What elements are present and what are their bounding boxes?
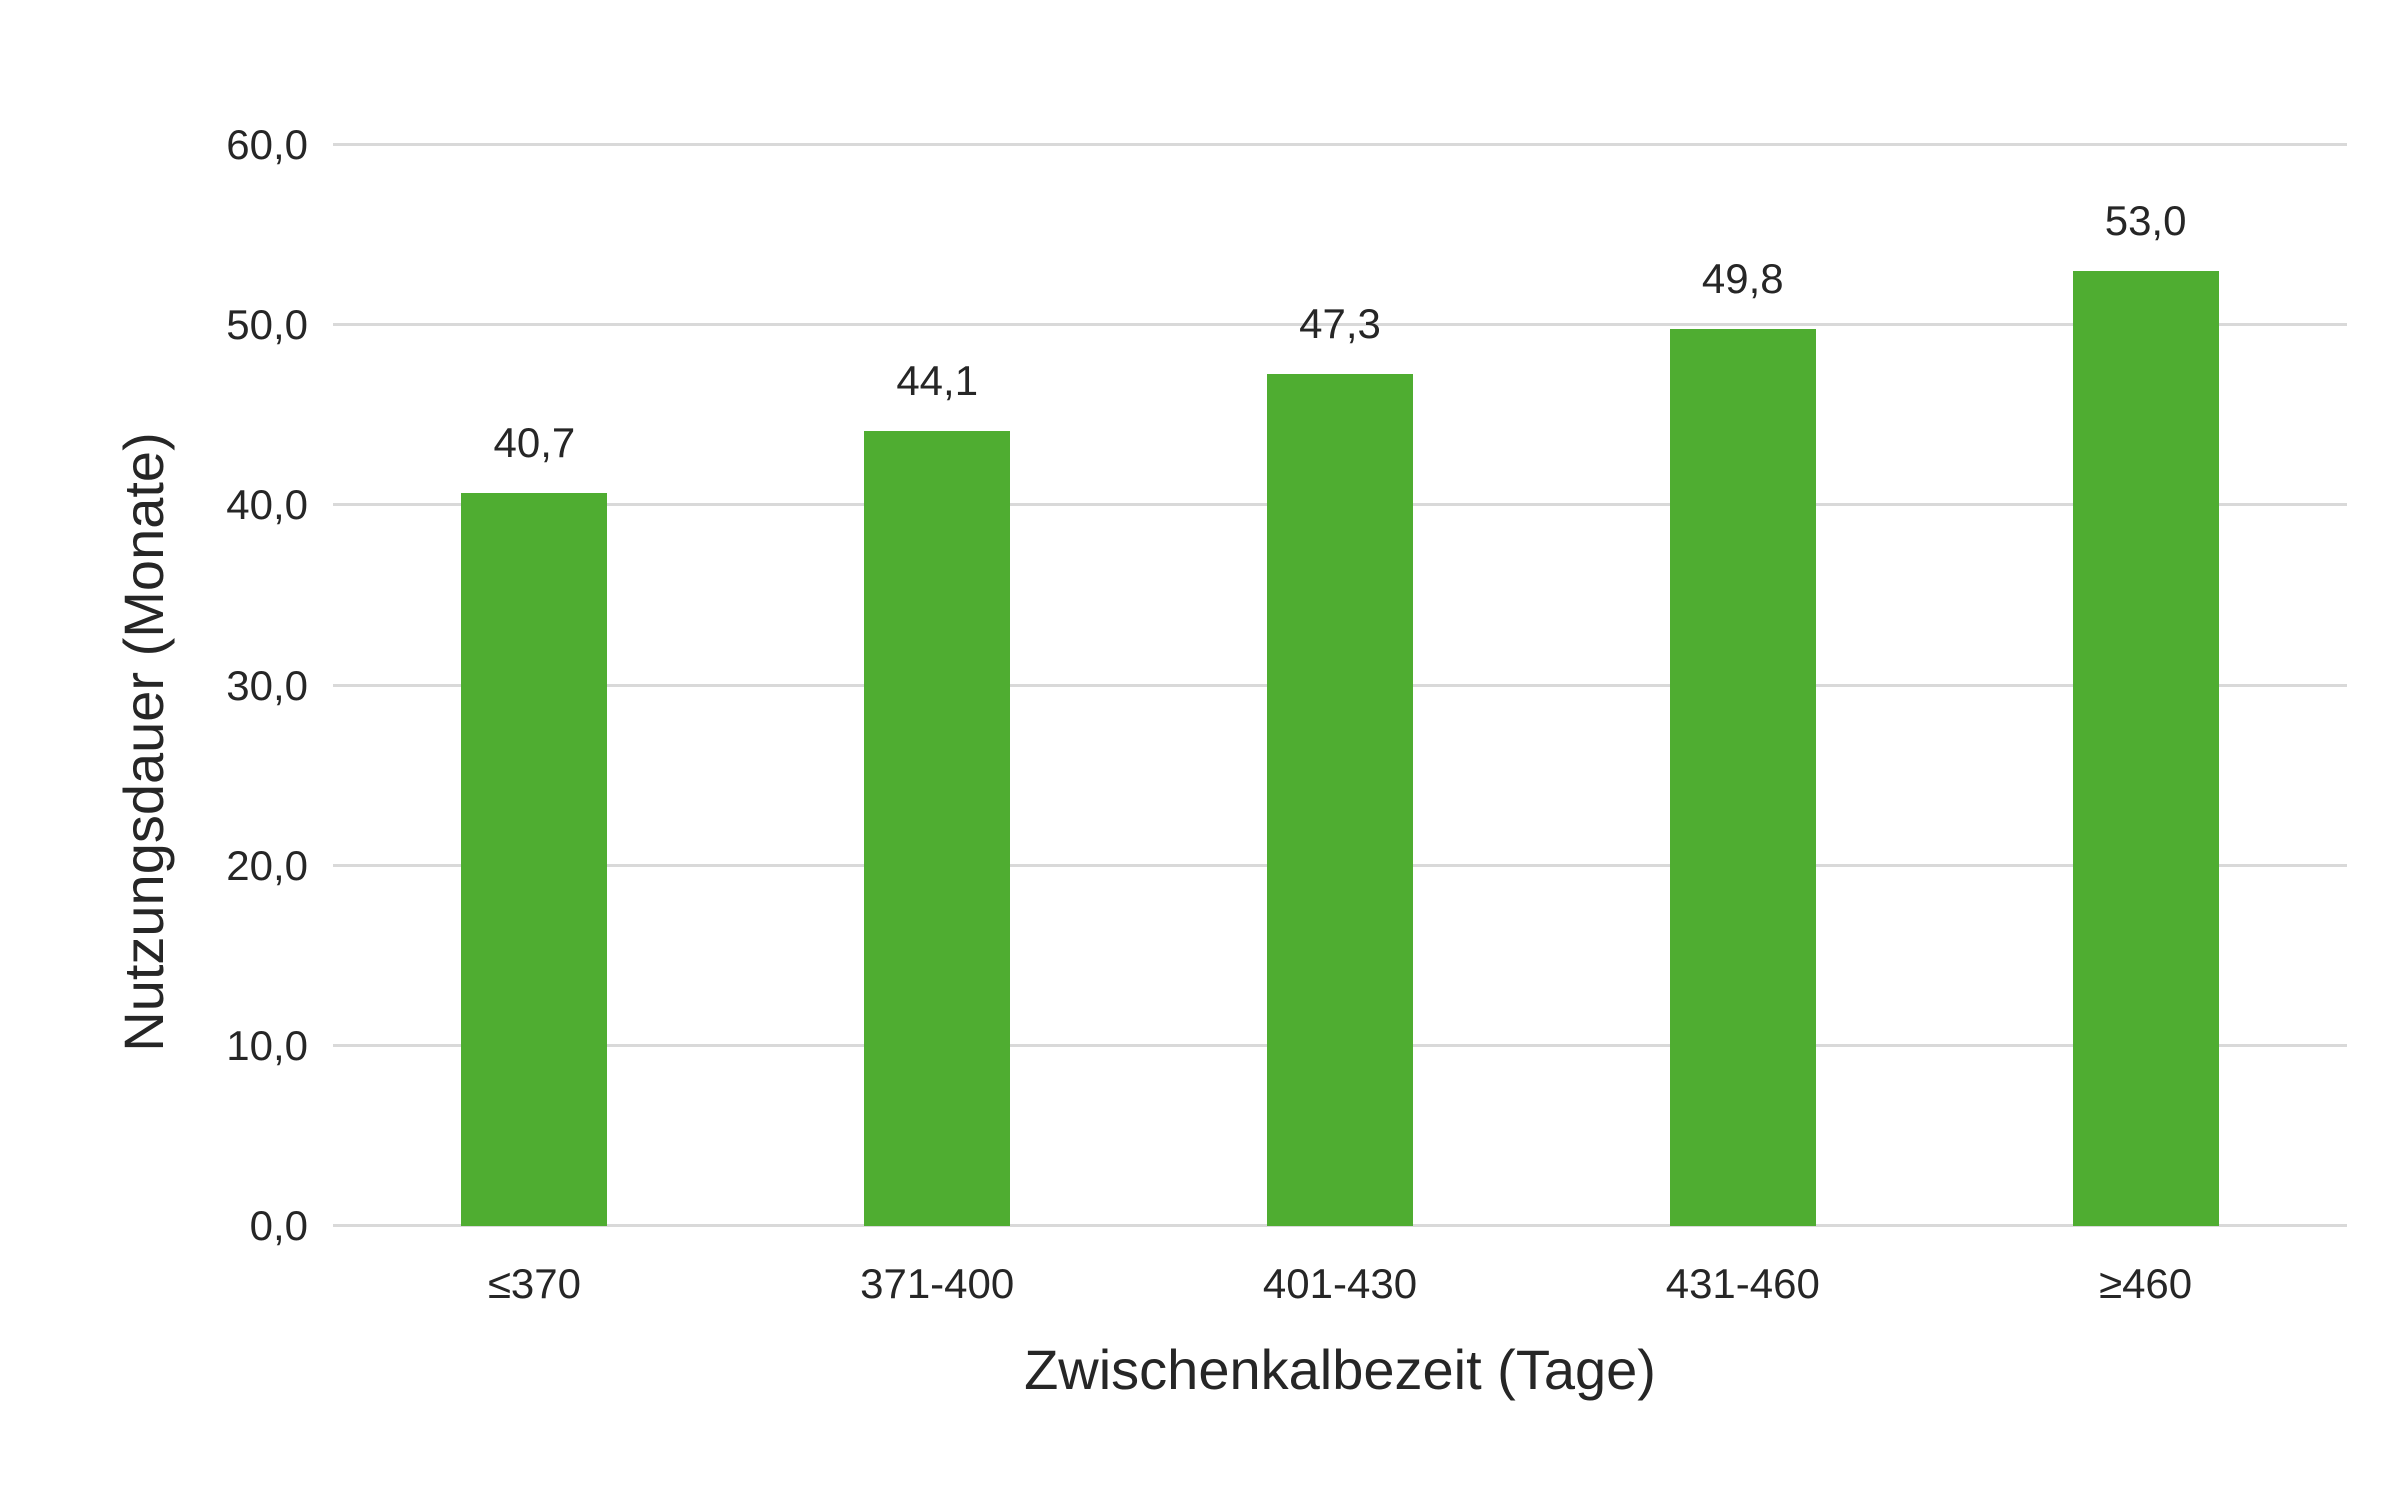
x-tick-label: ≥460 — [2099, 1260, 2193, 1307]
x-tick-label: 371-400 — [860, 1260, 1015, 1307]
gridline — [333, 323, 2347, 327]
gridline — [333, 143, 2347, 146]
y-tick-label: 50,0 — [226, 301, 308, 349]
y-tick-label: 60,0 — [226, 121, 308, 168]
bar-401-430 — [1267, 373, 1413, 1226]
x-tick-label: ≤370 — [487, 1260, 581, 1307]
plot-area: 40,7 ≤370 44,1 371-400 47,3 401-430 49,8 431-46… — [333, 143, 2347, 1307]
bar-431-460 — [1669, 328, 1816, 1226]
bar-371-400 — [864, 431, 1011, 1226]
bar-value-label: 40,7 — [493, 418, 576, 466]
y-tick-label: 10,0 — [226, 1021, 308, 1069]
bar-≤370 — [461, 492, 608, 1226]
y-tick-label: 40,0 — [226, 481, 308, 529]
bar-value-label: 47,3 — [1299, 299, 1381, 347]
y-tick-label: 0,0 — [249, 1202, 308, 1249]
bar-value-label: 49,8 — [1701, 254, 1784, 302]
x-tick-label: 431-460 — [1665, 1260, 1820, 1307]
y-tick-label: 20,0 — [226, 841, 308, 889]
bar-≥460 — [2072, 271, 2219, 1226]
x-tick-label: 401-430 — [1262, 1260, 1418, 1307]
y-tick-label: 30,0 — [226, 661, 308, 709]
bar-value-label: 44,1 — [896, 357, 979, 405]
bar-value-label: 53,0 — [2104, 197, 2187, 245]
x-axis-title: Zwischenkalbezeit (Tage) — [1024, 1338, 1656, 1401]
